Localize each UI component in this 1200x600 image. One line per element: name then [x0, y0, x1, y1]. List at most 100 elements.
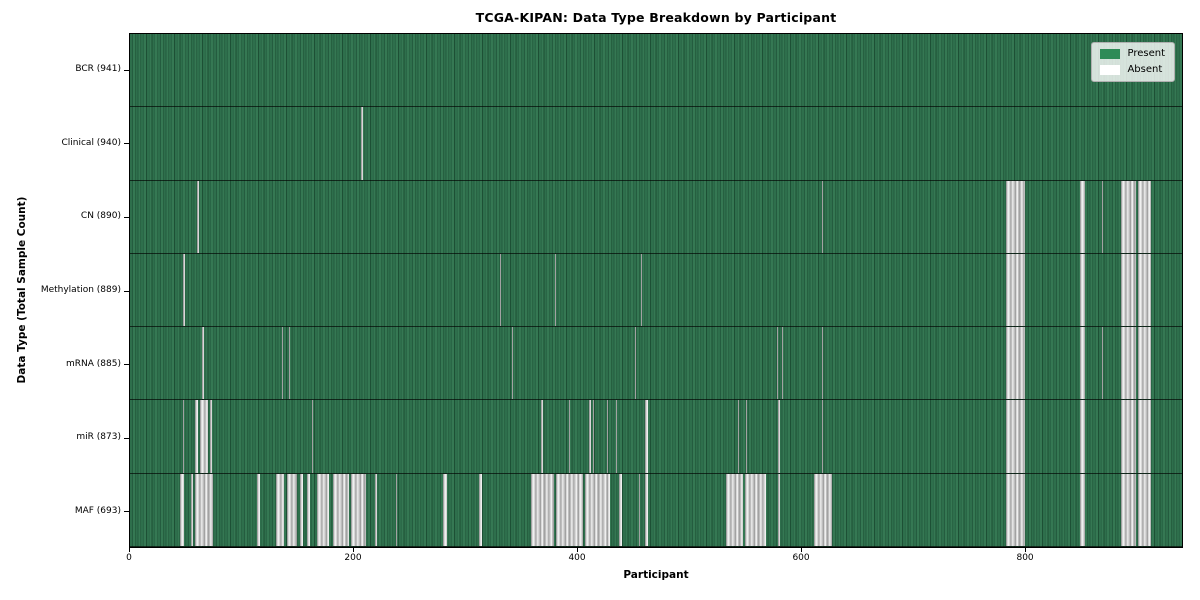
y-tick-label-mRNA: mRNA (885) [66, 358, 121, 369]
absent-block [1101, 327, 1103, 400]
absent-block [200, 400, 209, 473]
x-axis-title: Participant [623, 569, 689, 581]
absent-block [1101, 180, 1103, 253]
absent-block [1006, 327, 1026, 400]
absent-block [822, 327, 824, 400]
absent-block [778, 400, 780, 473]
absent-block [194, 400, 199, 473]
x-tick [129, 548, 130, 552]
absent-block [569, 400, 571, 473]
absent-block [738, 400, 740, 473]
absent-block [197, 180, 200, 253]
x-tick-label: 200 [344, 553, 362, 563]
y-tick [124, 216, 129, 218]
absent-block [725, 473, 743, 546]
plot-area: Present Absent [129, 33, 1183, 548]
absent-block [500, 253, 502, 327]
absent-block [635, 327, 637, 400]
absent-block [814, 473, 833, 546]
absent-block [1138, 327, 1151, 400]
legend-label-present: Present [1127, 48, 1165, 59]
absent-block [1120, 473, 1137, 546]
y-tick [124, 437, 129, 439]
x-tick-label: 400 [568, 553, 586, 563]
absent-block [201, 327, 204, 400]
y-tick-label-miR: miR (873) [76, 432, 121, 443]
absent-block [182, 400, 184, 473]
absent-block [592, 400, 594, 473]
x-tick-label: 800 [1016, 553, 1034, 563]
absent-block [616, 400, 618, 473]
absent-block [374, 473, 378, 546]
absent-block [1120, 327, 1137, 400]
absent-block [396, 473, 398, 546]
absent-block [276, 473, 285, 546]
y-tick [124, 364, 129, 366]
absent-block [1138, 253, 1151, 327]
absent-block [1138, 473, 1151, 546]
legend-label-absent: Absent [1127, 64, 1163, 75]
absent-swatch [1100, 64, 1121, 75]
absent-block [299, 473, 304, 546]
legend: Present Absent [1091, 42, 1175, 82]
absent-block [210, 400, 212, 473]
absent-block [286, 473, 297, 546]
y-tick-label-BCR: BCR (941) [75, 64, 121, 75]
absent-block [1080, 180, 1085, 253]
y-tick-label-MAF: MAF (693) [74, 505, 121, 516]
x-tick-label: 0 [126, 553, 132, 563]
absent-block [822, 180, 824, 253]
absent-block [1006, 473, 1026, 546]
absent-block [257, 473, 260, 546]
heatmap-row-MAF [130, 473, 1182, 547]
absent-block [744, 473, 767, 546]
absent-block [585, 473, 610, 546]
absent-block [554, 253, 556, 327]
absent-block [182, 253, 185, 327]
absent-block [194, 473, 213, 546]
y-tick [124, 69, 129, 71]
heatmap-row-CN [130, 180, 1182, 254]
absent-block [191, 473, 193, 546]
absent-block [333, 473, 350, 546]
absent-block [361, 107, 363, 180]
legend-item-absent: Absent [1100, 64, 1165, 75]
y-tick-label-CN: CN (890) [80, 211, 121, 222]
absent-block [1120, 253, 1137, 327]
absent-block [640, 253, 643, 327]
absent-block [607, 400, 609, 473]
x-tick [801, 548, 803, 552]
absent-block [1120, 180, 1137, 253]
absent-block [1120, 400, 1137, 473]
absent-block [589, 400, 591, 473]
absent-block [180, 473, 184, 546]
absent-block [745, 400, 748, 473]
y-tick-label-Clinical: Clinical (940) [61, 137, 121, 148]
heatmap-row-Methylation [130, 253, 1182, 328]
absent-block [351, 473, 366, 546]
x-tick-label: 600 [792, 553, 810, 563]
absent-block [512, 327, 514, 400]
legend-item-present: Present [1100, 48, 1165, 59]
x-tick [577, 548, 579, 552]
absent-block [1006, 253, 1026, 327]
heatmap-row-mRNA [130, 327, 1182, 401]
x-tick [353, 548, 355, 552]
absent-block [645, 473, 648, 546]
y-tick [124, 290, 129, 292]
heatmap-row-BCR [130, 34, 1182, 108]
absent-block [541, 400, 543, 473]
y-tick [124, 511, 129, 513]
absent-block [288, 327, 290, 400]
absent-block [1080, 327, 1085, 400]
present-swatch [1100, 48, 1121, 59]
x-tick [1025, 548, 1027, 552]
absent-block [478, 473, 483, 546]
absent-block [638, 473, 640, 546]
absent-block [1138, 180, 1151, 253]
absent-block [1138, 400, 1151, 473]
absent-block [312, 400, 314, 473]
absent-block [1006, 180, 1026, 253]
absent-block [531, 473, 554, 546]
